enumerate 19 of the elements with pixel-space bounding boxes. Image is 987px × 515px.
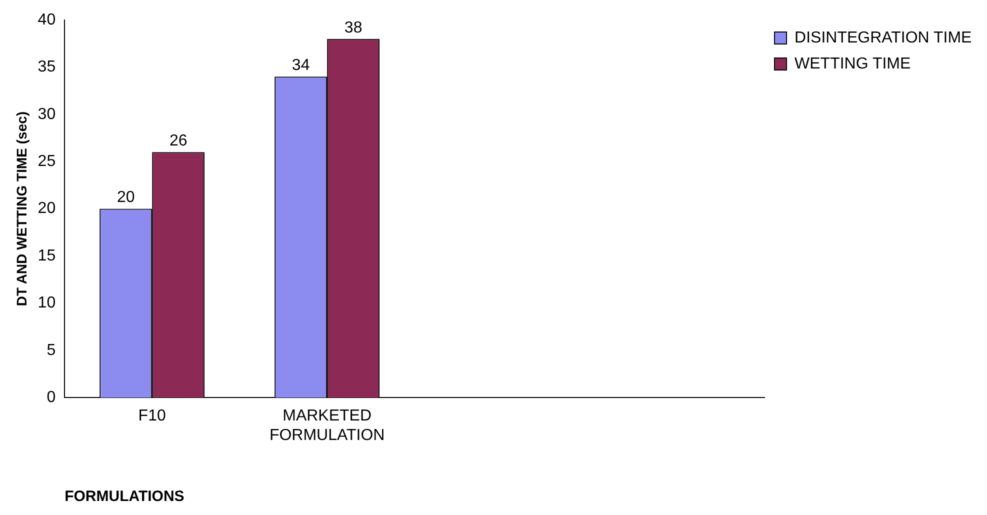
y-tick-label: 5 [46, 342, 56, 359]
y-tick-label: 30 [38, 106, 56, 123]
y-tick-label: 35 [38, 58, 56, 76]
y-tick-label: 40 [38, 11, 56, 28]
data-label: 34 [292, 57, 310, 74]
y-axis-title: DT AND WETTING TIME (sec) [13, 111, 30, 306]
data-label: 26 [169, 132, 188, 150]
x-axis-title: FORMULATIONS [64, 488, 184, 506]
x-tick-label: F10 [138, 408, 166, 425]
legend-label: DISINTEGRATION TIME [794, 29, 972, 46]
y-tick-label: 15 [38, 247, 56, 264]
y-tick-label: 10 [38, 294, 56, 312]
data-label: 38 [344, 19, 362, 36]
x-tick-label: MARKETED FORMULATION [269, 408, 385, 444]
legend-label: WETTING TIME [794, 55, 911, 72]
y-tick-label: 20 [38, 200, 56, 218]
y-tick-label: 0 [46, 389, 56, 406]
data-label: 20 [116, 189, 135, 206]
y-tick-label: 25 [38, 153, 56, 170]
